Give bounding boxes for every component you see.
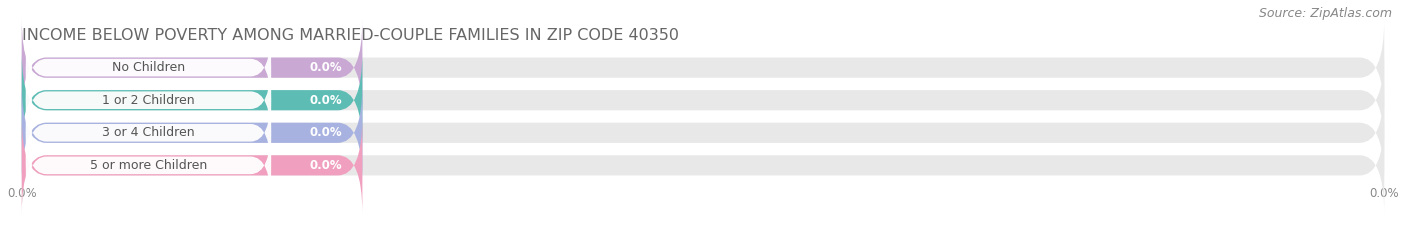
Text: 1 or 2 Children: 1 or 2 Children	[103, 94, 195, 107]
FancyBboxPatch shape	[21, 52, 1385, 149]
FancyBboxPatch shape	[21, 84, 363, 181]
FancyBboxPatch shape	[25, 60, 271, 140]
FancyBboxPatch shape	[21, 117, 363, 214]
Text: 0.0%: 0.0%	[309, 159, 342, 172]
FancyBboxPatch shape	[21, 52, 363, 149]
FancyBboxPatch shape	[25, 93, 271, 173]
FancyBboxPatch shape	[21, 84, 1385, 181]
Text: No Children: No Children	[112, 61, 186, 74]
FancyBboxPatch shape	[25, 27, 271, 108]
Text: 3 or 4 Children: 3 or 4 Children	[103, 126, 195, 139]
Text: 5 or more Children: 5 or more Children	[90, 159, 207, 172]
Text: 0.0%: 0.0%	[309, 61, 342, 74]
Text: INCOME BELOW POVERTY AMONG MARRIED-COUPLE FAMILIES IN ZIP CODE 40350: INCOME BELOW POVERTY AMONG MARRIED-COUPL…	[21, 28, 679, 43]
FancyBboxPatch shape	[21, 19, 1385, 116]
FancyBboxPatch shape	[21, 19, 363, 116]
FancyBboxPatch shape	[25, 125, 271, 206]
Text: Source: ZipAtlas.com: Source: ZipAtlas.com	[1258, 7, 1392, 20]
Text: 0.0%: 0.0%	[309, 126, 342, 139]
FancyBboxPatch shape	[21, 117, 1385, 214]
Text: 0.0%: 0.0%	[309, 94, 342, 107]
